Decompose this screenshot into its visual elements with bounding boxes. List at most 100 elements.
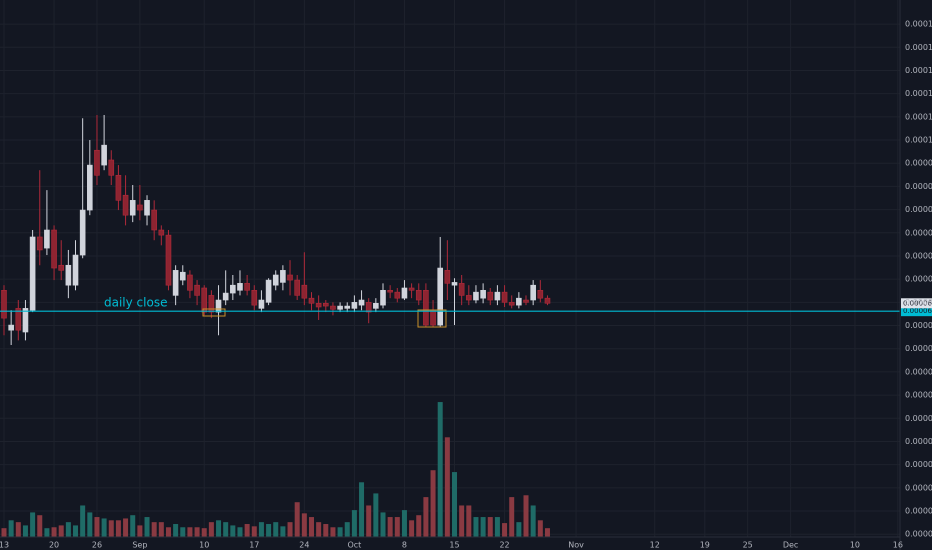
- y-tick-label: 0.0000500: [905, 367, 932, 376]
- volume-bar: [323, 524, 329, 537]
- y-tick-label: 0.0000750: [905, 251, 932, 260]
- candle-body: [51, 229, 57, 269]
- volume-bar: [230, 525, 236, 537]
- volume-bar: [22, 525, 28, 537]
- candle-body: [280, 270, 286, 283]
- candle-body: [172, 270, 179, 296]
- x-tick-label: 8: [402, 541, 407, 550]
- candle-body: [458, 283, 465, 296]
- candle-body: [244, 283, 250, 291]
- volume-bar: [401, 510, 407, 537]
- candle-body: [373, 302, 379, 309]
- candle-body: [437, 267, 444, 326]
- volume-bar: [208, 522, 214, 537]
- volume-bar: [301, 513, 307, 537]
- candle-body: [194, 284, 200, 296]
- volume-bar: [65, 522, 71, 537]
- overlay-layer: daily close 0.00006310.0000648: [0, 296, 932, 317]
- y-tick-label: 0.0000250: [905, 483, 932, 492]
- volume-bar: [544, 528, 550, 537]
- x-tick-label: 25: [743, 541, 753, 550]
- candle-body: [15, 308, 22, 331]
- volume-bar: [394, 517, 400, 537]
- volume-bar: [223, 522, 229, 537]
- candle-body: [508, 302, 515, 306]
- volume-bar: [58, 525, 64, 537]
- x-tick-label: 15: [449, 541, 459, 550]
- candle-body: [523, 299, 529, 303]
- volume-bar: [294, 502, 300, 537]
- candle-body: [108, 159, 115, 176]
- volume-bar: [51, 527, 57, 537]
- candle-body: [265, 279, 272, 303]
- candle-body: [501, 291, 508, 303]
- candle-body: [451, 282, 458, 286]
- candle-body: [237, 283, 243, 291]
- volume-bar: [194, 527, 200, 537]
- volume-bar: [494, 517, 500, 537]
- volume-bar: [123, 518, 129, 537]
- volume-bar: [266, 524, 272, 537]
- x-tick-label: 24: [299, 541, 309, 550]
- grid: [0, 0, 900, 537]
- candle-body: [272, 274, 279, 286]
- candle-body: [330, 305, 336, 310]
- y-tick-label: 0.0001200: [905, 43, 932, 52]
- volume-bar: [337, 527, 343, 537]
- volume-bar: [452, 472, 458, 537]
- volume-bar: [137, 525, 143, 537]
- volume-bar: [180, 527, 186, 537]
- y-tick-label: 0.0000350: [905, 437, 932, 446]
- volume-bar: [344, 522, 350, 537]
- candle-body: [322, 302, 329, 307]
- volume-bar: [530, 505, 536, 537]
- candle-body: [544, 297, 551, 304]
- candle-body: [444, 270, 451, 284]
- x-tick-label: Nov: [568, 541, 584, 550]
- y-tick-label: 0.0000700: [905, 275, 932, 284]
- candle-body: [466, 295, 472, 301]
- y-tick-label: 0.0001100: [905, 89, 932, 98]
- volume-bar: [15, 522, 21, 537]
- volume-bar: [151, 522, 157, 537]
- candle-body: [144, 200, 150, 216]
- candle-body: [101, 144, 107, 166]
- last-price-tag: [901, 298, 932, 309]
- volume-bar: [351, 510, 357, 537]
- candle-body: [44, 229, 50, 249]
- x-tick-label: 10: [199, 541, 209, 550]
- x-tick-label: 19: [700, 541, 710, 550]
- volume-bar: [115, 520, 121, 537]
- y-tick-label: 0.0000900: [905, 182, 932, 191]
- volume-bar: [258, 522, 264, 537]
- candle-body: [94, 149, 100, 176]
- candle-body: [222, 292, 229, 301]
- candle-body: [29, 236, 36, 311]
- candle-body: [72, 254, 79, 286]
- x-tick-label: 17: [249, 541, 259, 550]
- candle-body: [423, 289, 429, 326]
- candle-body: [65, 264, 72, 286]
- candle-body: [380, 289, 386, 306]
- candle-body: [165, 234, 172, 286]
- y-tick-label: 0.0001000: [905, 136, 932, 145]
- candle-body: [137, 204, 143, 211]
- candle-body: [315, 302, 322, 308]
- candle-body: [115, 174, 122, 201]
- volume-bar: [316, 522, 322, 537]
- volume-bar: [480, 517, 486, 537]
- highlight-box: [417, 309, 447, 328]
- level-tag: [901, 306, 932, 317]
- candle-body: [415, 289, 422, 301]
- x-tick-label: 26: [92, 541, 102, 550]
- volume-bar: [516, 522, 522, 537]
- candle-body: [230, 284, 236, 294]
- candle-body: [22, 308, 29, 333]
- candle-body: [129, 200, 136, 216]
- volume-bar: [287, 522, 293, 537]
- candle-body: [215, 299, 222, 313]
- level-annotation: daily close: [104, 296, 167, 310]
- volume-bar: [473, 517, 479, 537]
- y-tick-label: 0.0000450: [905, 391, 932, 400]
- x-tick-label: Dec: [783, 541, 798, 550]
